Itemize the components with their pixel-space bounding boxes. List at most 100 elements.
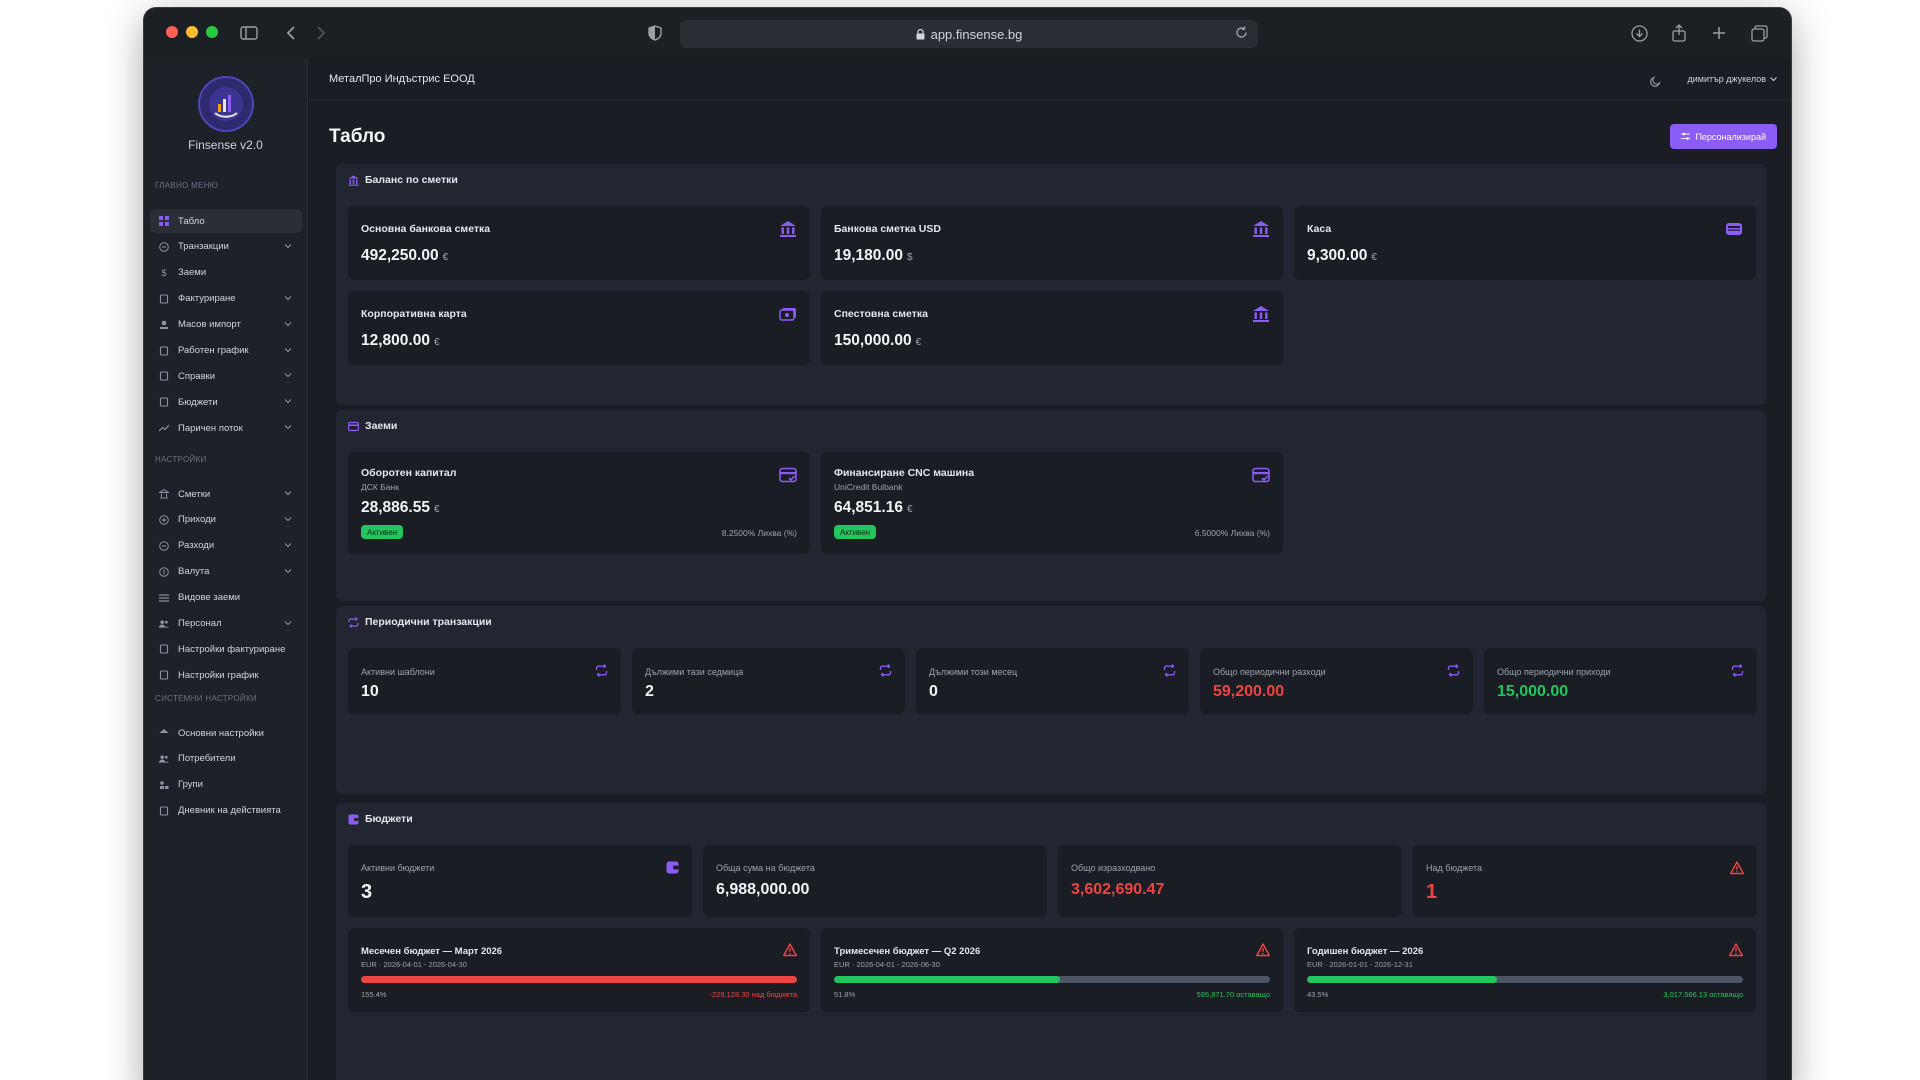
page-title: Табло <box>329 126 386 147</box>
reload-icon[interactable] <box>1235 26 1248 42</box>
chevron-down-icon <box>284 567 292 575</box>
sidebar-item-settings_items-3[interactable]: Валута <box>150 560 302 584</box>
bank-icon <box>1252 305 1270 323</box>
budgets-title: Бюджети <box>365 813 413 825</box>
sidebar-item-settings_items-5[interactable]: Персонал <box>150 612 302 636</box>
loan-card[interactable]: Оборотен капитал ДСК Банк 28,886.55 € Активе… <box>348 452 810 554</box>
new-tab-icon[interactable] <box>1708 22 1730 44</box>
stat-label: Дължими този месец <box>929 667 1018 677</box>
sidebar-item-settings_items-6[interactable]: Настройки фактуриране <box>150 637 302 661</box>
sidebar-item-system_items-2[interactable]: Групи <box>150 773 302 797</box>
sidebar-item-main_items-2[interactable]: $ Заеми <box>150 261 302 285</box>
plus-circle-icon <box>159 515 169 525</box>
chevron-down-icon <box>284 423 292 431</box>
stat-label: Дължими тази седмица <box>645 667 744 677</box>
company-name[interactable]: МеталПро Индъстрис ЕООД <box>329 73 475 85</box>
account-card[interactable]: Каса 9,300.00 € <box>1294 206 1756 280</box>
sidebar-item-label: Табло <box>178 215 205 227</box>
sidebar-item-main_items-1[interactable]: Транзакции <box>150 235 302 259</box>
sidebar-item-settings_items-1[interactable]: Приходи <box>150 508 302 532</box>
sidebar-item-system_items-1[interactable]: Потребители <box>150 747 302 771</box>
share-icon[interactable] <box>1668 22 1690 44</box>
loan-name: Финансиране CNC машина <box>834 467 975 479</box>
bank-icon <box>779 220 797 238</box>
budget-remaining: 595,871.70 оставащо <box>1196 990 1270 999</box>
sidebar-item-main_items-4[interactable]: Масов импорт <box>150 313 302 337</box>
recurring-stat-card[interactable]: Дължими тази седмица 2 <box>632 648 905 714</box>
users-icon <box>159 619 169 629</box>
loan-card[interactable]: Финансиране CNC машина UniCredit Bulbank 6… <box>821 452 1283 554</box>
loan-currency: € <box>906 504 913 515</box>
account-name: Основна банкова сметка <box>361 223 491 235</box>
list-icon <box>159 593 169 603</box>
sliders-icon <box>1681 132 1691 140</box>
sidebar-toggle-icon[interactable] <box>238 22 260 44</box>
sidebar-item-main_items-7[interactable]: Бюджети <box>150 390 302 414</box>
address-bar[interactable]: app.finsense.bg <box>680 20 1258 48</box>
account-balance: 9,300.00 € <box>1307 247 1377 265</box>
account-card[interactable]: Корпоративна карта 12,800.00 € <box>348 291 810 365</box>
recurring-stat-card[interactable]: Общо периодични приходи 15,000.00 <box>1484 648 1757 714</box>
account-amount: 150,000.00 <box>834 332 912 349</box>
download-icon[interactable] <box>1628 22 1650 44</box>
sidebar-item-system_items-0[interactable]: Основни настройки <box>150 721 302 745</box>
finsense-logo[interactable] <box>198 76 254 132</box>
account-card[interactable]: Основна банкова сметка 492,250.00 € <box>348 206 810 280</box>
stat-label: Активни бюджети <box>361 863 435 873</box>
sidebar-item-system_items-3[interactable]: Дневник на действията <box>150 799 302 823</box>
chevron-down-icon <box>284 619 292 627</box>
wallet-icon <box>348 814 359 825</box>
budget-stat-card[interactable]: Общо изразходвано 3,602,690.47 <box>1058 845 1402 917</box>
budget-card[interactable]: Тримесечен бюджет — Q2 2026 EUR · 2026-04… <box>821 928 1283 1012</box>
sidebar-item-label: Масов импорт <box>178 319 241 331</box>
theme-toggle-icon[interactable] <box>1650 74 1661 87</box>
recurring-stat-card[interactable]: Дължими този месец 0 <box>916 648 1189 714</box>
section-system-settings: СИСТЕМНИ НАСТРОЙКИ <box>155 694 257 703</box>
sidebar-item-main_items-6[interactable]: Справки <box>150 364 302 388</box>
main-content: МеталПро Индъстрис ЕООД димитър джукелов… <box>309 58 1791 1080</box>
document-icon <box>159 644 169 654</box>
sidebar-item-main_items-3[interactable]: Фактуриране <box>150 287 302 311</box>
card-icon <box>779 305 797 323</box>
budget-card[interactable]: Годишен бюджет — 2026 EUR · 2026-01-01 - … <box>1294 928 1756 1012</box>
sidebar-item-settings_items-2[interactable]: Разходи <box>150 534 302 558</box>
section-main-menu: ГЛАВНО МЕНЮ <box>155 181 219 190</box>
back-icon[interactable] <box>280 22 302 44</box>
repeat-icon <box>348 616 359 628</box>
sidebar-item-main_items-0[interactable]: Табло <box>150 209 302 233</box>
tab-overview-icon[interactable] <box>1748 22 1770 44</box>
sidebar-item-main_items-8[interactable]: Паричен поток <box>150 416 302 440</box>
bank-icon <box>159 489 169 499</box>
minimize-window-button[interactable] <box>186 26 198 38</box>
account-card[interactable]: Банкова сметка USD 19,180.00 $ <box>821 206 1283 280</box>
chevron-down-icon <box>284 371 292 379</box>
account-card[interactable]: Спестовна сметка 150,000.00 € <box>821 291 1283 365</box>
recurring-stat-card[interactable]: Активни шаблони 10 <box>348 648 621 714</box>
sidebar-item-settings_items-7[interactable]: Настройки график <box>150 663 302 687</box>
budget-progress-fill <box>361 976 797 983</box>
budget-stat-card[interactable]: Обща сума на бюджета 6,988,000.00 <box>703 845 1047 917</box>
user-menu[interactable]: димитър джукелов <box>1687 74 1777 84</box>
sidebar-item-main_items-5[interactable]: Работен график <box>150 339 302 363</box>
sidebar-item-label: Приходи <box>178 514 216 526</box>
calendar-icon <box>159 345 169 356</box>
calendar-icon <box>159 670 169 680</box>
sidebar-item-settings_items-4[interactable]: Видове заеми <box>150 586 302 610</box>
customize-button[interactable]: Персонализирай <box>1670 124 1777 149</box>
account-amount: 12,800.00 <box>361 332 430 349</box>
stat-label: Общо изразходвано <box>1071 863 1156 873</box>
forward-icon[interactable] <box>310 22 332 44</box>
budget-stat-card[interactable]: Активни бюджети 3 <box>348 845 692 917</box>
sidebar-item-settings_items-0[interactable]: Сметки <box>150 482 302 506</box>
sidebar-item-label: Групи <box>178 779 203 791</box>
close-window-button[interactable] <box>166 26 178 38</box>
loan-balance: 28,886.55 € <box>361 499 440 517</box>
maximize-window-button[interactable] <box>206 26 218 38</box>
budget-card[interactable]: Месечен бюджет — Март 2026 EUR · 2026-04-… <box>348 928 810 1012</box>
budget-stat-card[interactable]: Над бюджета 1 <box>1413 845 1757 917</box>
url-text: app.finsense.bg <box>930 26 1023 42</box>
budget-name: Тримесечен бюджет — Q2 2026 <box>834 946 981 957</box>
privacy-shield-icon[interactable] <box>644 22 666 44</box>
recurring-stat-card[interactable]: Общо периодични разходи 59,200.00 <box>1200 648 1473 714</box>
stat-label: Активни шаблони <box>361 667 435 677</box>
